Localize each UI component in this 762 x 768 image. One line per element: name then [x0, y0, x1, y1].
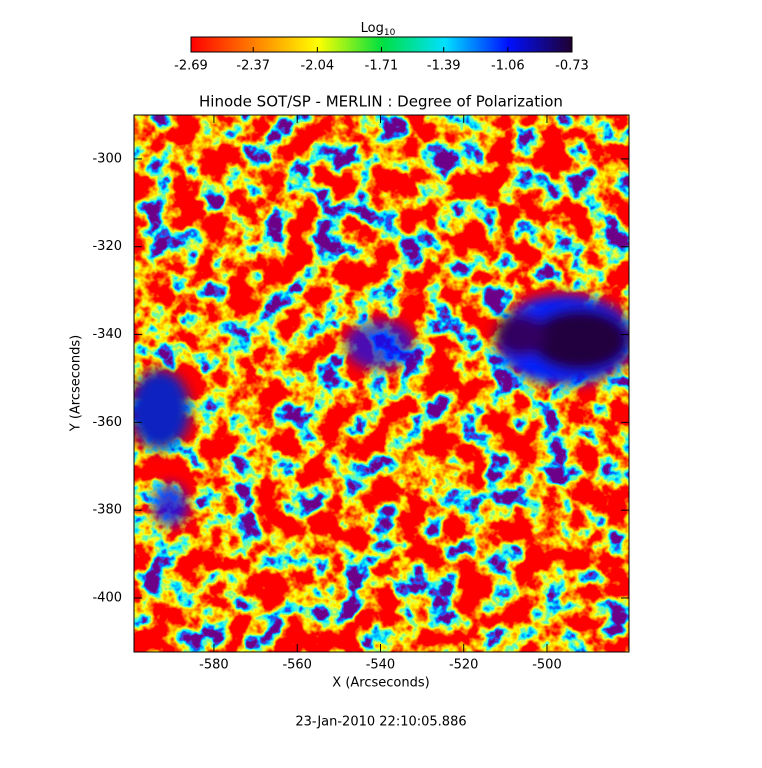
heatmap-image — [134, 115, 629, 652]
y-axis-label: Y (Arcseconds) — [69, 335, 84, 432]
footer-date: 23-Jan-2010 22:10:05.886 — [295, 715, 466, 730]
x-tick-label: -560 — [282, 658, 312, 673]
x-tick-label: -540 — [366, 658, 396, 673]
y-tick-label: -360 — [92, 415, 122, 430]
chart-title: Hinode SOT/SP - MERLIN : Degree of Polar… — [199, 93, 563, 111]
x-tick-label: -500 — [532, 658, 562, 673]
colorbar-tick-label: -1.06 — [491, 59, 525, 74]
x-tick-label: -520 — [449, 658, 479, 673]
plot-frame — [133, 114, 630, 653]
x-axis-label: X (Arcseconds) — [332, 676, 429, 691]
colorbar-title-main: Log — [361, 21, 384, 36]
colorbar-tick-label: -2.69 — [174, 59, 208, 74]
colorbar-title: Log10 — [361, 21, 396, 38]
y-tick-label: -300 — [92, 151, 122, 166]
colorbar-tick-label: -1.71 — [365, 59, 399, 74]
colorbar-tick-label: -0.73 — [555, 59, 589, 74]
colorbar-tick-label: -2.37 — [236, 59, 270, 74]
colorbar-tick-label: -2.04 — [301, 59, 335, 74]
y-tick-label: -400 — [92, 590, 122, 605]
colorbar-title-sub: 10 — [384, 28, 396, 38]
x-tick-label: -580 — [199, 658, 229, 673]
y-tick-label: -320 — [92, 239, 122, 254]
y-tick-label: -340 — [92, 327, 122, 342]
y-tick-label: -380 — [92, 503, 122, 518]
colorbar-tick-label: -1.39 — [427, 59, 461, 74]
